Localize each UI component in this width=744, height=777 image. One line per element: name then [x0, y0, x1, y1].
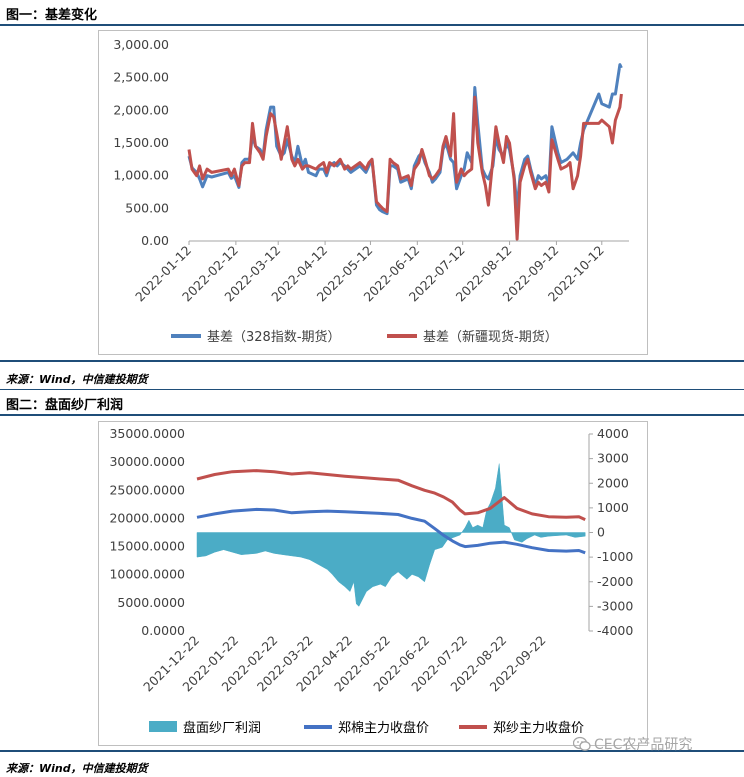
figure2-left-y-tick-label: 10000.0000	[109, 567, 185, 582]
figure1-top-rule	[0, 24, 744, 26]
figure1-y-tick-label: 2,500.00	[113, 70, 169, 85]
figure2-profit-area	[196, 463, 586, 607]
figure2-source: 来源：Wind，中信建投期货	[6, 762, 148, 775]
figure2-right-y-tick-label: 2000	[597, 475, 629, 490]
figure1-chart-svg: 3,000.00 2,500.00 2,000.00 1,500.00 1,000.00…	[113, 37, 629, 345]
figure2-left-y-tick-label: 30000.0000	[109, 454, 185, 469]
figure2-right-y-tick-label: -3000	[597, 598, 633, 613]
figure1-legend-label-1: 基差（328指数-期货）	[207, 329, 341, 345]
figure1-y-tick-label: 1,500.00	[113, 135, 169, 150]
figure2-left-y-tick-label: 20000.0000	[109, 510, 185, 525]
figure1-series-line-2	[187, 93, 623, 241]
figure2-series-line-3	[196, 469, 586, 521]
figure1-title: 图一：基差变化	[6, 8, 98, 23]
figure2-left-y-tick-label: 15000.0000	[109, 539, 185, 554]
figure2-chart-svg: 35000.000030000.000025000.000020000.0000…	[109, 426, 633, 736]
figure2-legend-label-2: 郑棉主力收盘价	[338, 720, 429, 736]
figure2-right-y-tick-label: 0	[597, 525, 605, 540]
figure2-title: 图二：盘面纱厂利润	[6, 398, 124, 413]
figure2-top-rule-top	[0, 389, 744, 390]
figure1-y-tick-label: 500.00	[125, 200, 169, 215]
figure1-bottom-rule	[0, 360, 744, 362]
figure2-legend-swatch-1	[149, 721, 177, 732]
figure2-top-rule	[0, 414, 744, 416]
figure2-chart: 35000.0000 30000.0000 25000.0000 20000.0000…	[98, 421, 648, 746]
figure2-right-y-tick-label: 4000	[597, 426, 629, 441]
figure2-legend-label-3: 郑纱主力收盘价	[493, 720, 584, 736]
figure2-right-y-tick-label: 3000	[597, 451, 629, 466]
figure1-y-tick-label: 3,000.00	[113, 37, 169, 52]
figure2-legend-label-1: 盘面纱厂利润	[183, 720, 261, 736]
figure2-right-y-tick-label: 1000	[597, 500, 629, 515]
figure2-left-y-tick-label: 35000.0000	[109, 426, 185, 441]
figure1-legend-label-2: 基差（新疆现货-期货）	[423, 329, 558, 345]
figure2-left-y-tick-label: 5000.0000	[117, 595, 185, 610]
figure1-y-tick-label: 2,000.00	[113, 102, 169, 117]
figure2-right-y-tick-label: -4000	[597, 623, 633, 638]
figure2-left-y-tick-label: 25000.0000	[109, 482, 185, 497]
figure2-left-y-tick-label: 0.0000	[141, 623, 185, 638]
figure2-series-line-2	[196, 507, 586, 555]
figure2-right-y-tick-label: -1000	[597, 549, 633, 564]
figure2-bottom-rule	[0, 750, 744, 752]
watermark-text: CEC农产品研究	[594, 737, 693, 753]
figure2-right-y-tick-label: -2000	[597, 574, 633, 589]
figure1-y-tick-label: 0.00	[141, 233, 169, 248]
figure1-source: 来源：Wind，中信建投期货	[6, 373, 148, 386]
figure1-chart: 3,000.00 2,500.00 2,000.00 1,500.00 1,000.00…	[98, 30, 648, 355]
figure1-y-tick-label: 1,000.00	[113, 168, 169, 183]
wechat-icon	[573, 736, 591, 751]
